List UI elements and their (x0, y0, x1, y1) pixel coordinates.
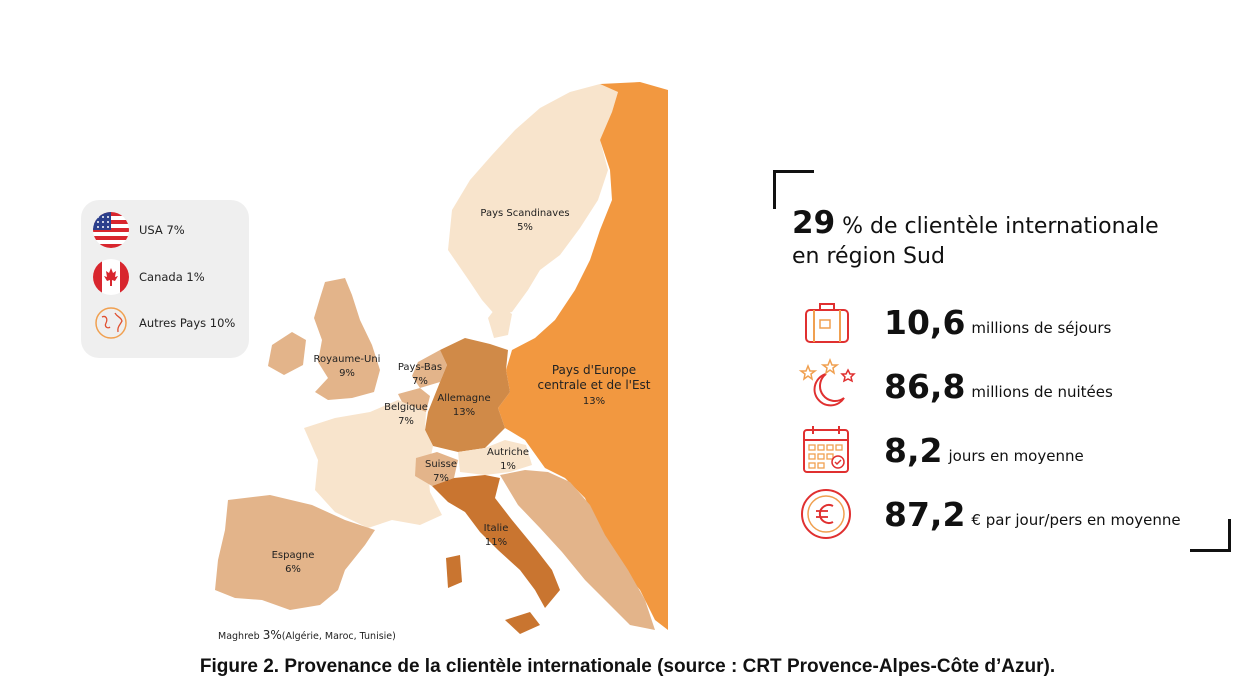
stat-sejours: 10,6 millions de séjours (796, 294, 1111, 350)
legend-label-other: Autres Pays 10% (139, 316, 236, 330)
legend-label-usa: USA 7% (139, 223, 185, 237)
label-italy-pct: 11% (485, 537, 507, 548)
region-uk (314, 278, 380, 400)
label-germany: Allemagne (437, 393, 490, 404)
label-italy: Italie (484, 523, 509, 534)
region-balkans (500, 470, 655, 630)
stat-text-jours: jours en moyenne (948, 447, 1084, 465)
stat-text-nuitees: millions de nuitées (971, 383, 1113, 401)
figure-caption: Figure 2. Provenance de la clientèle int… (199, 656, 1056, 677)
stat-text-depense: € par jour/pers en moyenne (971, 511, 1181, 529)
stat-value-nuitees: 86,8 (884, 366, 966, 406)
maghreb-detail: (Algérie, Maroc, Tunisie) (281, 631, 396, 642)
legend-item-other: Autres Pays 10% (93, 305, 235, 341)
label-netherlands-pct: 7% (412, 376, 428, 387)
legend-label-canada: Canada 1% (139, 270, 205, 284)
maghreb-label: Maghreb (218, 631, 260, 642)
stat-depense: 87,2 € par jour/pers en moyenne (796, 486, 1181, 542)
label-eastern-europe-1: Pays d'Europe (552, 363, 636, 377)
label-uk: Royaume-Uni (314, 354, 381, 365)
label-belgium: Belgique (384, 402, 428, 413)
region-italy (432, 475, 560, 608)
label-eastern-europe-2: centrale et de l'Est (538, 378, 651, 392)
region-sicily (505, 612, 540, 634)
label-spain-pct: 6% (285, 564, 301, 575)
region-ireland (268, 332, 306, 375)
label-uk-pct: 9% (339, 368, 355, 379)
label-eastern-europe-pct: 13% (583, 396, 605, 407)
region-denmark (488, 305, 512, 338)
label-scandinavia: Pays Scandinaves (480, 208, 569, 219)
calendar-icon (803, 426, 849, 473)
label-spain: Espagne (272, 550, 315, 561)
label-belgium-pct: 7% (398, 416, 414, 427)
label-austria-pct: 1% (500, 461, 516, 472)
corner-bottom-right (1190, 519, 1231, 552)
label-germany-pct: 13% (453, 407, 475, 418)
canada-flag-icon (93, 259, 129, 295)
label-switzerland: Suisse (425, 459, 457, 470)
stat-value-jours: 8,2 (884, 430, 943, 470)
region-germany (425, 338, 510, 452)
label-netherlands: Pays-Bas (398, 362, 442, 373)
globe-icon (93, 305, 129, 341)
headline-value: 29 (792, 205, 836, 241)
label-austria: Autriche (487, 447, 529, 458)
us-flag-icon (93, 212, 129, 248)
stat-nuitees: 86,8 millions de nuitées (796, 358, 1113, 414)
region-france (304, 400, 442, 528)
suitcase-icon (805, 303, 849, 343)
headline-text-1: % de clientèle internationale (842, 214, 1159, 239)
stat-jours: 8,2 jours en moyenne (796, 422, 1084, 478)
headline: 29 % de clientèle internationale en régi… (792, 208, 1159, 272)
euro-coin-icon (801, 489, 851, 539)
stat-value-depense: 87,2 (884, 494, 966, 534)
stat-value-sejours: 10,6 (884, 302, 966, 342)
region-scandinavia (448, 84, 618, 316)
region-iberia (215, 495, 375, 610)
moon-stars-icon (798, 358, 856, 407)
region-sardinia (446, 555, 462, 588)
stats-panel: 29 % de clientèle internationale en régi… (770, 168, 1234, 554)
maghreb-note: Maghreb 3%(Algérie, Maroc, Tunisie) (218, 628, 396, 642)
region-eastern-europe (498, 82, 668, 630)
label-scandinavia-pct: 5% (517, 222, 533, 233)
stat-text-sejours: millions de séjours (971, 319, 1112, 337)
label-switzerland-pct: 7% (433, 473, 449, 484)
legend-item-canada: Canada 1% (93, 259, 205, 295)
legend-item-usa: USA 7% (93, 212, 185, 248)
region-netherlands (412, 350, 447, 388)
region-austria (458, 440, 532, 475)
legend-panel: USA 7% Canada 1% Autres Pays 10% (81, 200, 249, 358)
region-switzerland (415, 452, 458, 486)
headline-text-2: en région Sud (792, 244, 945, 269)
corner-top-left (773, 170, 814, 209)
maghreb-pct: 3% (262, 628, 282, 642)
